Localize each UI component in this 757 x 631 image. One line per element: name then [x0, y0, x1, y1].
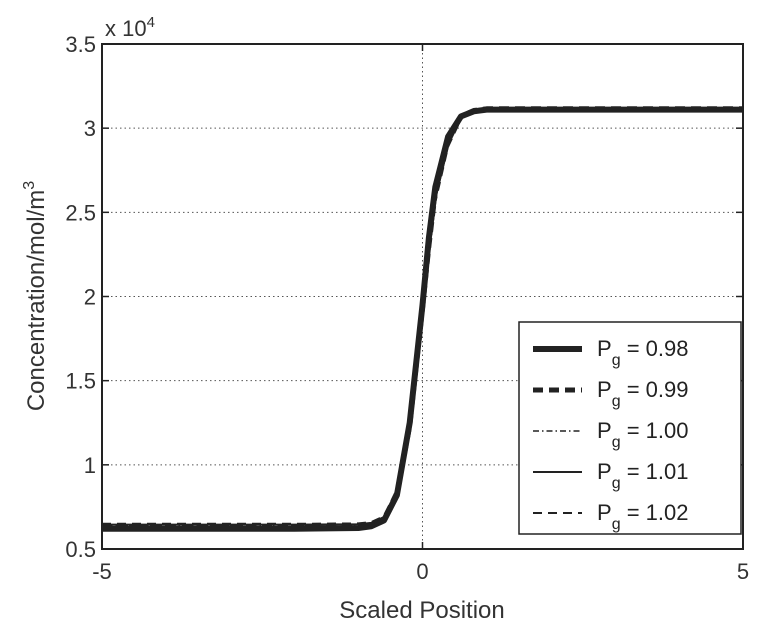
y-tick-label: 1.5 [65, 369, 96, 394]
y-multiplier: x 104 [105, 14, 155, 41]
legend: Pg = 0.98 Pg = 0.99 Pg = 1.00 Pg = 1.01 Pg =… [518, 321, 742, 535]
y-axis-label-superscript: 3 [21, 181, 38, 190]
y-tick-label: 3.5 [65, 32, 96, 57]
y-multiplier-exponent: 4 [147, 14, 155, 31]
legend-label-2: Pg = 0.99 [597, 377, 688, 410]
legend-label-1: Pg = 0.98 [597, 336, 688, 369]
y-tick-label: 0.5 [65, 537, 96, 562]
x-axis-label: Scaled Position [339, 597, 504, 624]
series-line-5 [102, 107, 743, 525]
tick-layer: 0.5 1 1.5 2 2.5 3 3.5 -5 0 5 [65, 32, 749, 584]
y-axis-label: Concentration/mol/m3 [21, 181, 50, 411]
y-tick-label: 2.5 [65, 200, 96, 225]
y-tick-label: 1 [84, 453, 96, 478]
x-tick-label: -5 [92, 559, 112, 584]
y-tick-label: 3 [84, 116, 96, 141]
legend-label-5: Pg = 1.02 [597, 500, 688, 533]
y-tick-label: 2 [84, 285, 96, 310]
legend-box [518, 321, 742, 535]
x-tick-label: 0 [416, 559, 428, 584]
x-tick-label: 5 [737, 559, 749, 584]
series-layer [102, 106, 743, 532]
legend-label-4: Pg = 1.01 [597, 459, 688, 492]
legend-label-3: Pg = 1.00 [597, 418, 688, 451]
